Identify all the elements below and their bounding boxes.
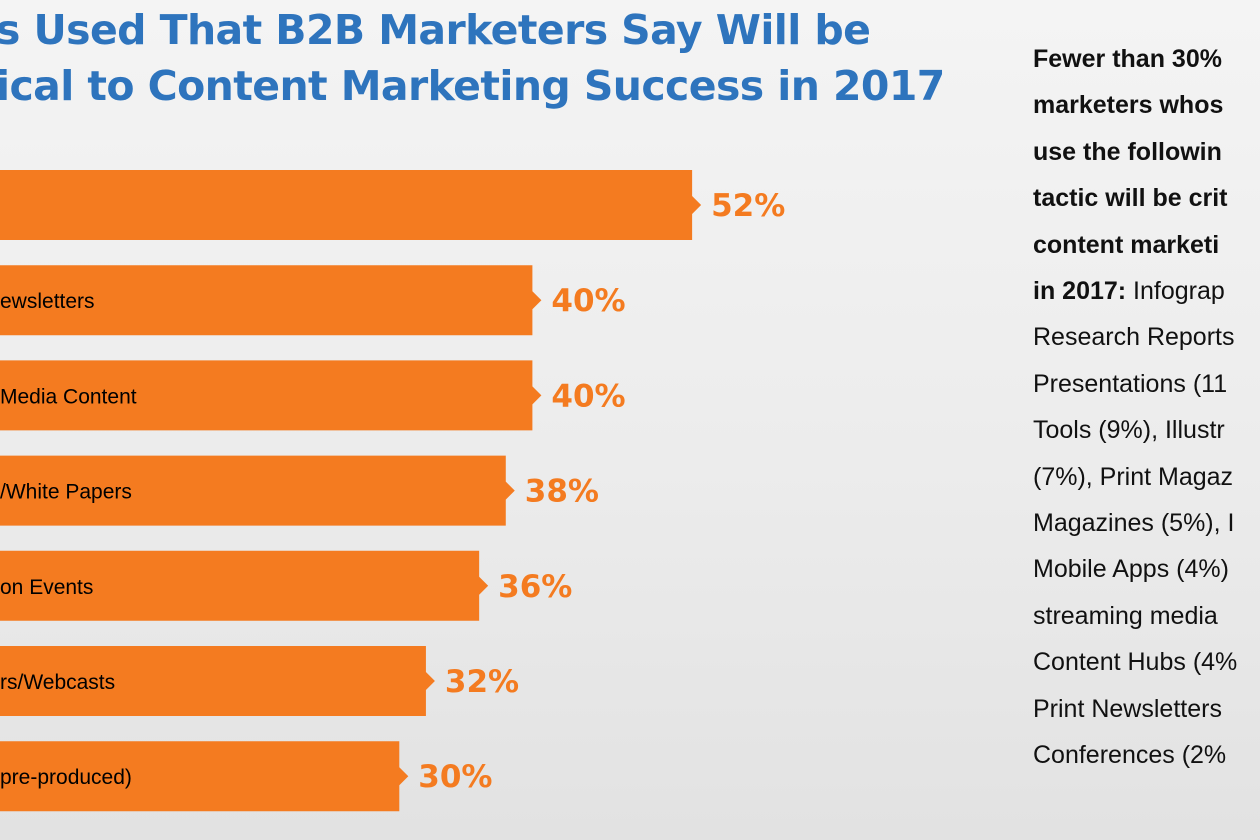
sidebar-line: tactic will be crit xyxy=(1033,175,1260,221)
sidebar-line: use the followin xyxy=(1033,129,1260,175)
sidebar-line: Magazines (5%), I xyxy=(1033,500,1260,546)
chart-title: s Used That B2B Marketers Say Will be ic… xyxy=(0,2,996,114)
sidebar-line-bold: marketers whos xyxy=(1033,91,1224,120)
sidebar-text: Fewer than 30% marketers whos use the foll… xyxy=(1033,36,1260,779)
sidebar-line-bold: in 2017: xyxy=(1033,277,1127,306)
bar xyxy=(0,741,409,812)
sidebar-line: marketers whos xyxy=(1033,82,1260,128)
sidebar-line-text: streaming media xyxy=(1033,601,1218,630)
bar xyxy=(0,550,489,621)
category-label: /White Papers xyxy=(0,481,132,504)
bar-group: rs/Webcasts 32% xyxy=(0,646,519,716)
sidebar-line-text: Content Hubs (4% xyxy=(1033,648,1238,677)
sidebar-line: streaming media xyxy=(1033,593,1260,639)
value-label: 32% xyxy=(445,664,519,700)
chart-title-line-2: ical to Content Marketing Success in 201… xyxy=(0,62,945,110)
category-label: on Events xyxy=(0,576,93,599)
sidebar-line: Mobile Apps (4%) xyxy=(1033,546,1260,592)
bar-group: ewsletters 40% xyxy=(0,265,626,336)
bar-group: pre-produced) 30% xyxy=(0,741,493,812)
sidebar-line-bold: tactic will be crit xyxy=(1033,184,1228,213)
sidebar-line-text: (7%), Print Magaz xyxy=(1033,462,1234,491)
value-label: 36% xyxy=(498,569,572,605)
sidebar-line-text: Infograp xyxy=(1126,277,1225,306)
value-label: 38% xyxy=(525,474,599,510)
sidebar-line-text: Conferences (2% xyxy=(1033,741,1227,770)
sidebar-line-text: Magazines (5%), I xyxy=(1033,509,1235,538)
bar-chart: 52% ewsletters 40% Media Content 40% /White P… xyxy=(0,170,785,812)
bar xyxy=(0,455,515,526)
bar xyxy=(0,170,702,240)
bar xyxy=(0,646,435,716)
sidebar-line: Content Hubs (4% xyxy=(1033,639,1260,685)
sidebar-line: Fewer than 30% xyxy=(1033,36,1260,82)
sidebar-line: Research Reports xyxy=(1033,314,1260,360)
bar-group: Media Content 40% xyxy=(0,360,626,431)
category-label: ewsletters xyxy=(0,290,95,313)
sidebar-line-text: Mobile Apps (4%) xyxy=(1033,555,1229,584)
sidebar-line: in 2017: Infograp xyxy=(1033,268,1260,314)
sidebar-line-bold: Fewer than 30% xyxy=(1033,45,1222,73)
category-label: rs/Webcasts xyxy=(0,671,115,694)
bar-group: 52% xyxy=(0,170,785,240)
sidebar-line-text: Presentations (11 xyxy=(1033,369,1228,398)
bar xyxy=(0,265,542,336)
value-label: 52% xyxy=(711,188,785,224)
sidebar-line-text: Tools (9%), Illustr xyxy=(1033,416,1225,445)
chart-title-line-1: s Used That B2B Marketers Say Will be xyxy=(0,6,871,54)
bar-group: on Events 36% xyxy=(0,550,572,621)
sidebar-line-text: Research Reports xyxy=(1033,323,1235,352)
sidebar-line-bold: content marketi xyxy=(1033,230,1220,259)
value-label: 30% xyxy=(418,759,492,795)
sidebar-line: Tools (9%), Illustr xyxy=(1033,407,1260,453)
category-label: pre-produced) xyxy=(0,766,132,789)
value-label: 40% xyxy=(551,283,625,319)
value-label: 40% xyxy=(551,378,625,414)
sidebar-line-bold: use the followin xyxy=(1033,137,1222,166)
sidebar-line: content marketi xyxy=(1033,222,1260,268)
sidebar-line: (7%), Print Magaz xyxy=(1033,454,1260,500)
sidebar-line-text: Print Newsletters xyxy=(1033,694,1222,723)
sidebar-line: Conferences (2% xyxy=(1033,732,1260,778)
sidebar-line: Print Newsletters xyxy=(1033,686,1260,732)
category-label: Media Content xyxy=(0,385,137,408)
bar-group: /White Papers 38% xyxy=(0,455,599,526)
bar xyxy=(0,360,542,431)
sidebar-line: Presentations (11 xyxy=(1033,361,1260,407)
